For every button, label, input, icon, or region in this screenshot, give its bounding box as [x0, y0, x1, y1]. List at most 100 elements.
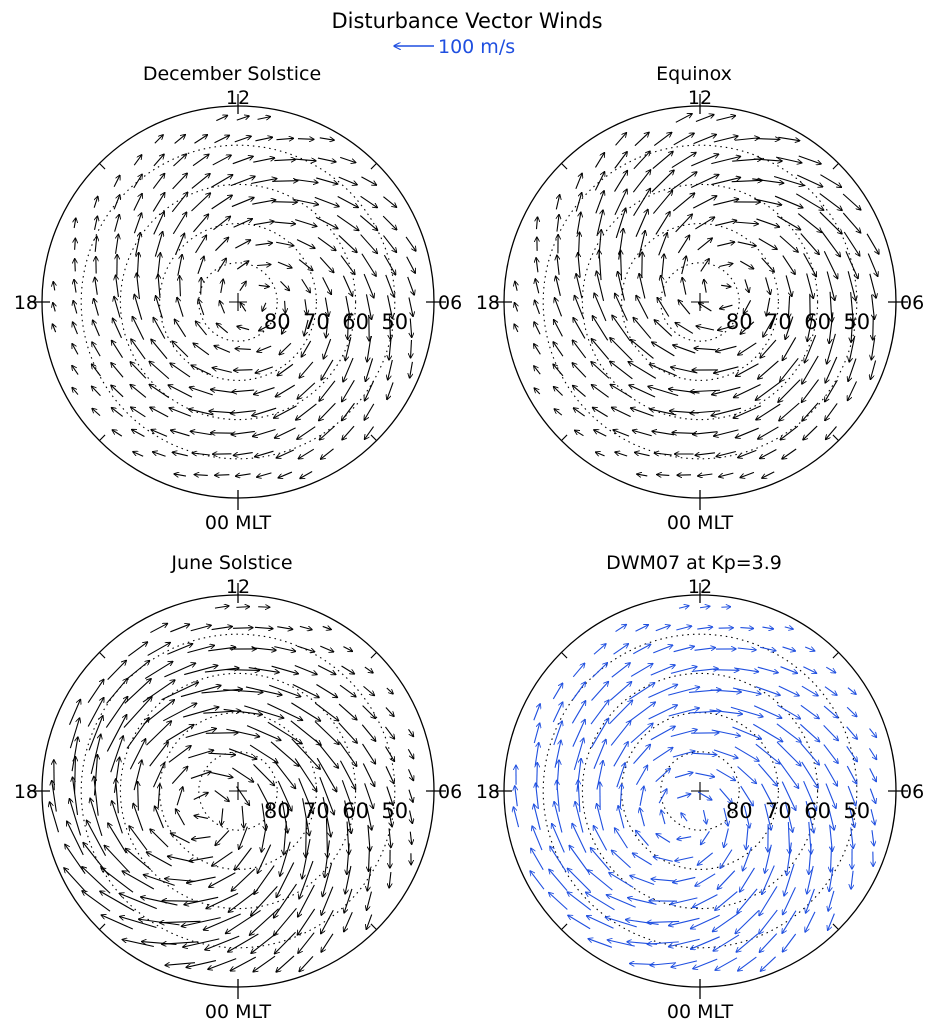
scale-legend: 100 m/s [394, 36, 515, 58]
wind-vector [611, 407, 631, 418]
wind-vector [249, 744, 278, 763]
wind-vector [92, 342, 101, 357]
wind-vector [553, 387, 563, 396]
wind-vector [847, 785, 856, 806]
wind-vector [557, 255, 559, 275]
wind-vector [648, 386, 679, 397]
wind-vector [359, 215, 377, 231]
wind-vector [700, 259, 709, 272]
wind-vector [823, 744, 838, 764]
wind-vector [316, 757, 337, 792]
wind-vector [759, 909, 778, 934]
wind-vector [575, 430, 584, 437]
wind-vector [302, 798, 310, 835]
wind-vector [803, 666, 816, 674]
wind-vector [778, 685, 799, 696]
wind-vector [387, 295, 393, 318]
wind-vector [299, 955, 314, 971]
wind-vector [851, 870, 853, 889]
wind-vector [592, 663, 608, 678]
wind-vector [302, 838, 311, 879]
wind-vector [757, 666, 778, 673]
wind-vector [650, 665, 675, 676]
wind-vector [801, 379, 820, 403]
wind-vector [694, 648, 716, 651]
mlt-minor-tick [832, 923, 839, 930]
wind-vector [654, 320, 673, 337]
wind-vector [201, 277, 202, 295]
wind-vector [344, 911, 353, 932]
wind-vector [214, 790, 230, 802]
wind-vector [869, 788, 875, 804]
wind-vector [233, 219, 253, 228]
mlt-minor-tick [370, 923, 377, 930]
wind-vector [87, 679, 104, 703]
wind-vector [257, 117, 271, 120]
panel-title: June Solstice [170, 552, 292, 574]
wind-vector [693, 753, 717, 754]
wind-vector [301, 340, 312, 357]
wind-vector [235, 847, 252, 870]
wind-vector [114, 214, 120, 232]
wind-vector [655, 768, 671, 783]
wind-vector [184, 665, 218, 676]
wind-vector [255, 366, 274, 373]
wind-vector [141, 897, 178, 906]
wind-vector [211, 389, 234, 394]
wind-vector [647, 921, 680, 922]
wind-vector [174, 319, 187, 338]
lat-label: 50 [843, 799, 870, 823]
wind-vector [847, 687, 856, 695]
wind-vector [269, 684, 301, 697]
wind-vector [609, 682, 631, 701]
wind-vector [341, 665, 355, 674]
wind-vector [226, 670, 259, 671]
wind-vector [301, 278, 311, 293]
wind-vector [758, 426, 779, 439]
wind-vector [345, 337, 352, 360]
wind-vector [869, 273, 876, 298]
wind-vector [672, 193, 694, 212]
wind-vector [576, 212, 581, 234]
wind-vector [107, 660, 127, 680]
wind-vector [131, 407, 146, 418]
wind-vector [798, 155, 821, 164]
wind-vector [230, 410, 256, 414]
wind-vector [273, 883, 297, 918]
wind-vector [101, 915, 134, 930]
wind-vector [164, 663, 195, 678]
wind-vector [720, 304, 733, 309]
wind-vector [825, 379, 838, 402]
wind-vector [755, 743, 780, 764]
wind-vector [191, 193, 210, 212]
wind-vector [724, 828, 729, 848]
wind-vector [53, 303, 55, 312]
wind-vector [737, 241, 756, 246]
wind-vector [410, 810, 413, 823]
wind-vector [299, 860, 314, 899]
wind-vector [782, 933, 797, 952]
wind-vector [322, 277, 332, 294]
panel-title: DWM07 at Kp=3.9 [606, 552, 782, 574]
wind-vector [174, 474, 187, 476]
mlt-label-00: 00 MLT [205, 512, 272, 534]
wind-vector [711, 156, 740, 165]
wind-vector [133, 193, 142, 211]
wind-vector [211, 626, 233, 631]
wind-vector [534, 804, 541, 830]
wind-vector [633, 317, 652, 339]
wind-vector [389, 828, 391, 847]
wind-vector [824, 763, 838, 786]
wind-vector [709, 709, 743, 714]
wind-vector [231, 430, 255, 434]
wind-vector [72, 387, 79, 395]
wind-vector [576, 274, 583, 299]
wind-vector [146, 852, 172, 867]
wind-vector [698, 474, 713, 476]
wind-vector [608, 700, 632, 725]
wind-vector [694, 348, 717, 350]
wind-vector [788, 295, 789, 318]
wind-vector [155, 806, 164, 829]
wind-vector [866, 233, 879, 254]
